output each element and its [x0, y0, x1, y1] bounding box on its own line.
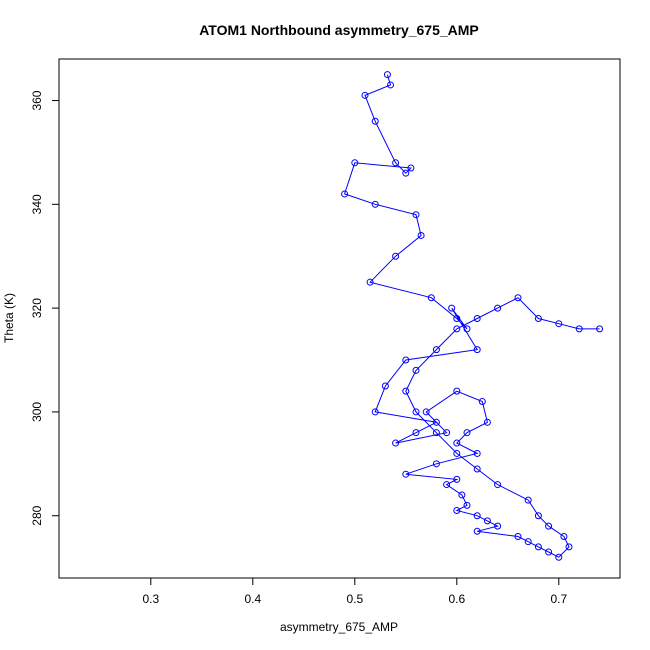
data-point [443, 429, 451, 437]
x-tick-label: 0.3 [142, 592, 159, 606]
data-point [412, 408, 420, 416]
data-point [361, 91, 369, 99]
data-point [545, 522, 553, 530]
data-point [453, 449, 461, 457]
data-point [463, 325, 471, 333]
data-point [494, 481, 502, 489]
data-point [545, 548, 553, 556]
x-tick-label: 0.5 [346, 592, 363, 606]
plot-frame [58, 58, 621, 579]
data-point [575, 325, 583, 333]
data-point [534, 315, 542, 322]
data-point [453, 475, 461, 483]
data-point [412, 366, 420, 374]
series-layer [341, 71, 604, 561]
series-line [343, 74, 600, 558]
data-point [514, 532, 522, 540]
data-point [402, 470, 410, 478]
data-point [478, 398, 486, 406]
data-point [448, 304, 456, 312]
data-point [473, 346, 481, 354]
data-point [453, 387, 461, 395]
data-point [463, 501, 471, 509]
x-tick-label: 0.6 [448, 592, 465, 606]
data-point [341, 190, 349, 198]
data-point [453, 507, 461, 515]
data-point [432, 418, 440, 426]
data-point [402, 356, 410, 364]
data-point [392, 439, 400, 447]
data-point [432, 346, 440, 354]
data-point [351, 159, 359, 167]
y-tick-label: 360 [30, 90, 44, 110]
data-point [494, 522, 502, 530]
data-point [458, 491, 466, 499]
x-axis-label: asymmetry_675_AMP [280, 620, 398, 634]
data-point [387, 81, 394, 89]
y-tick-label: 320 [30, 298, 44, 318]
data-point [453, 439, 461, 447]
data-point [565, 543, 573, 551]
data-point [412, 429, 420, 437]
data-point [422, 408, 430, 416]
data-point [443, 481, 451, 489]
data-point [560, 532, 568, 540]
data-point [371, 117, 379, 125]
x-axis: 0.3 0.4 0.5 0.6 0.7 [142, 578, 567, 606]
data-point [524, 496, 532, 504]
data-point [383, 71, 391, 79]
data-point [371, 200, 379, 208]
chart-title: ATOM1 Northbound asymmetry_675_AMP [199, 22, 479, 38]
data-point [555, 320, 563, 328]
data-point [432, 460, 440, 468]
data-point [381, 382, 389, 390]
data-point [534, 512, 542, 520]
data-point [473, 527, 481, 535]
data-point [473, 512, 481, 520]
data-point [555, 553, 563, 561]
data-point [371, 408, 379, 416]
data-point [402, 169, 410, 177]
y-axis: 280 300 320 340 360 [30, 90, 59, 526]
data-point [432, 429, 440, 437]
data-point [453, 325, 461, 333]
y-axis-label: Theta (K) [2, 293, 16, 343]
data-point [524, 538, 532, 546]
data-point [473, 449, 481, 457]
x-tick-label: 0.4 [244, 592, 261, 606]
x-tick-label: 0.7 [550, 592, 567, 606]
data-point [463, 429, 471, 437]
data-point [473, 465, 481, 473]
data-point [483, 517, 491, 525]
data-point [483, 418, 491, 426]
y-tick-label: 340 [30, 194, 44, 214]
data-point [427, 294, 435, 302]
data-point [596, 325, 604, 333]
data-point [473, 315, 481, 322]
data-point [407, 164, 415, 172]
data-point [534, 543, 542, 551]
y-tick-label: 280 [30, 505, 44, 525]
data-point [514, 294, 522, 302]
data-point [412, 211, 420, 219]
data-point [402, 387, 410, 395]
data-point [494, 304, 502, 312]
y-tick-label: 300 [30, 402, 44, 422]
data-point [453, 315, 461, 322]
data-point [392, 252, 400, 260]
data-point [366, 278, 374, 286]
data-point [392, 159, 400, 167]
data-point [417, 231, 425, 239]
